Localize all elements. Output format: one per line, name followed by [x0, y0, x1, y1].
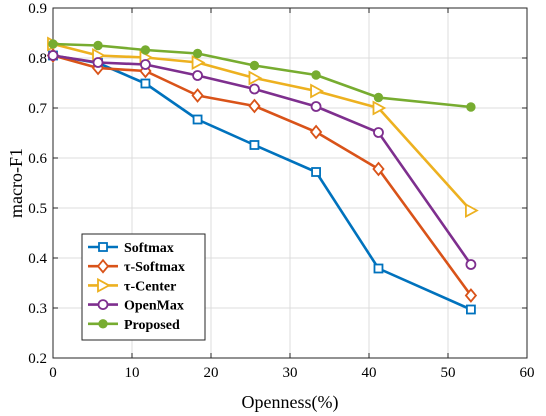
data-point-softmax — [311, 167, 321, 177]
legend-item-softmax: Softmax — [88, 241, 174, 256]
series-line-openmax — [52, 54, 472, 266]
data-point-proposed — [93, 40, 103, 51]
x-tick-label: 30 — [283, 365, 298, 381]
legend-label: OpenMax — [124, 299, 184, 314]
y-tick-label: 0.7 — [28, 101, 47, 117]
series-line-proposed — [52, 42, 472, 109]
series-openmax — [47, 50, 477, 270]
series-proposed — [48, 39, 476, 112]
legend-item-proposed: Proposed — [88, 318, 180, 333]
series-group — [46, 36, 479, 315]
data-point-openmax — [47, 50, 59, 61]
x-tick-label: 40 — [362, 365, 377, 381]
x-tick-label: 20 — [204, 365, 219, 381]
legend-label: τ-Center — [124, 279, 176, 294]
data-point-openmax — [140, 59, 151, 70]
x-axis-title: Openness(%) — [242, 392, 339, 413]
data-point-proposed — [249, 60, 260, 71]
x-tick-label: 10 — [125, 365, 140, 381]
data-point-openmax — [465, 259, 477, 270]
data-point-openmax — [249, 83, 260, 95]
legend-item-center: τ-Center — [88, 277, 176, 294]
data-point-openmax — [373, 127, 384, 138]
legend: Softmax τ-Softmax τ-Center OpenMax Proposed — [81, 233, 206, 341]
y-tick-label: 0.9 — [28, 1, 47, 17]
data-point-center — [191, 54, 206, 71]
data-point-softmax — [191, 88, 204, 103]
legend-item-openmax: OpenMax — [88, 299, 184, 314]
y-axis-title: macro-F1 — [6, 148, 26, 218]
data-point-center — [372, 100, 387, 116]
data-point-proposed — [48, 39, 58, 49]
legend-marker — [97, 299, 109, 311]
data-point-openmax — [310, 101, 322, 112]
data-point-center — [465, 202, 479, 219]
data-point-softmax — [249, 140, 260, 150]
x-tick-label: 50 — [441, 365, 456, 381]
data-point-proposed — [311, 70, 321, 80]
axis-ticks: 0 10 20 30 40 50 60 0.2 0.3 0.4 0.5 0.6 0.7 0.8 0.9 — [28, 1, 534, 381]
data-point-softmax — [140, 78, 151, 89]
data-point-proposed — [466, 102, 476, 112]
legend-marker — [97, 277, 111, 293]
y-tick-label: 0.6 — [28, 151, 47, 167]
data-point-center — [248, 70, 263, 86]
legend-marker — [98, 319, 108, 329]
legend-label: τ-Softmax — [124, 260, 185, 275]
y-tick-label: 0.4 — [28, 251, 47, 267]
data-point-softmax — [309, 124, 323, 140]
data-point-proposed — [192, 48, 203, 59]
series-softmax — [46, 48, 478, 303]
data-point-proposed — [140, 45, 151, 55]
data-point-proposed — [373, 92, 384, 103]
data-point-softmax — [372, 161, 385, 177]
data-point-openmax — [92, 57, 104, 68]
x-tick-label: 0 — [49, 365, 57, 381]
series-center — [47, 36, 479, 219]
y-tick-label: 0.5 — [28, 201, 47, 217]
x-tick-label: 60 — [520, 365, 535, 381]
data-point-softmax — [248, 98, 261, 114]
legend-label: Proposed — [124, 318, 180, 333]
series-line-softmax — [52, 54, 472, 297]
legend-label: Softmax — [124, 241, 174, 256]
data-point-softmax — [373, 263, 384, 274]
y-tick-label: 0.8 — [28, 51, 47, 67]
legend-marker — [96, 258, 110, 274]
grid — [52, 7, 528, 359]
y-tick-label: 0.3 — [28, 301, 47, 317]
data-point-softmax — [466, 304, 476, 315]
data-point-openmax — [192, 70, 203, 81]
series-line-center — [52, 42, 472, 212]
series-line-softmax — [52, 54, 472, 311]
data-point-softmax — [464, 288, 478, 303]
data-point-center — [310, 83, 324, 99]
legend-item-softmax: τ-Softmax — [88, 258, 185, 275]
data-point-softmax — [192, 114, 203, 125]
y-tick-label: 0.2 — [28, 351, 47, 367]
legend-marker — [98, 242, 108, 252]
